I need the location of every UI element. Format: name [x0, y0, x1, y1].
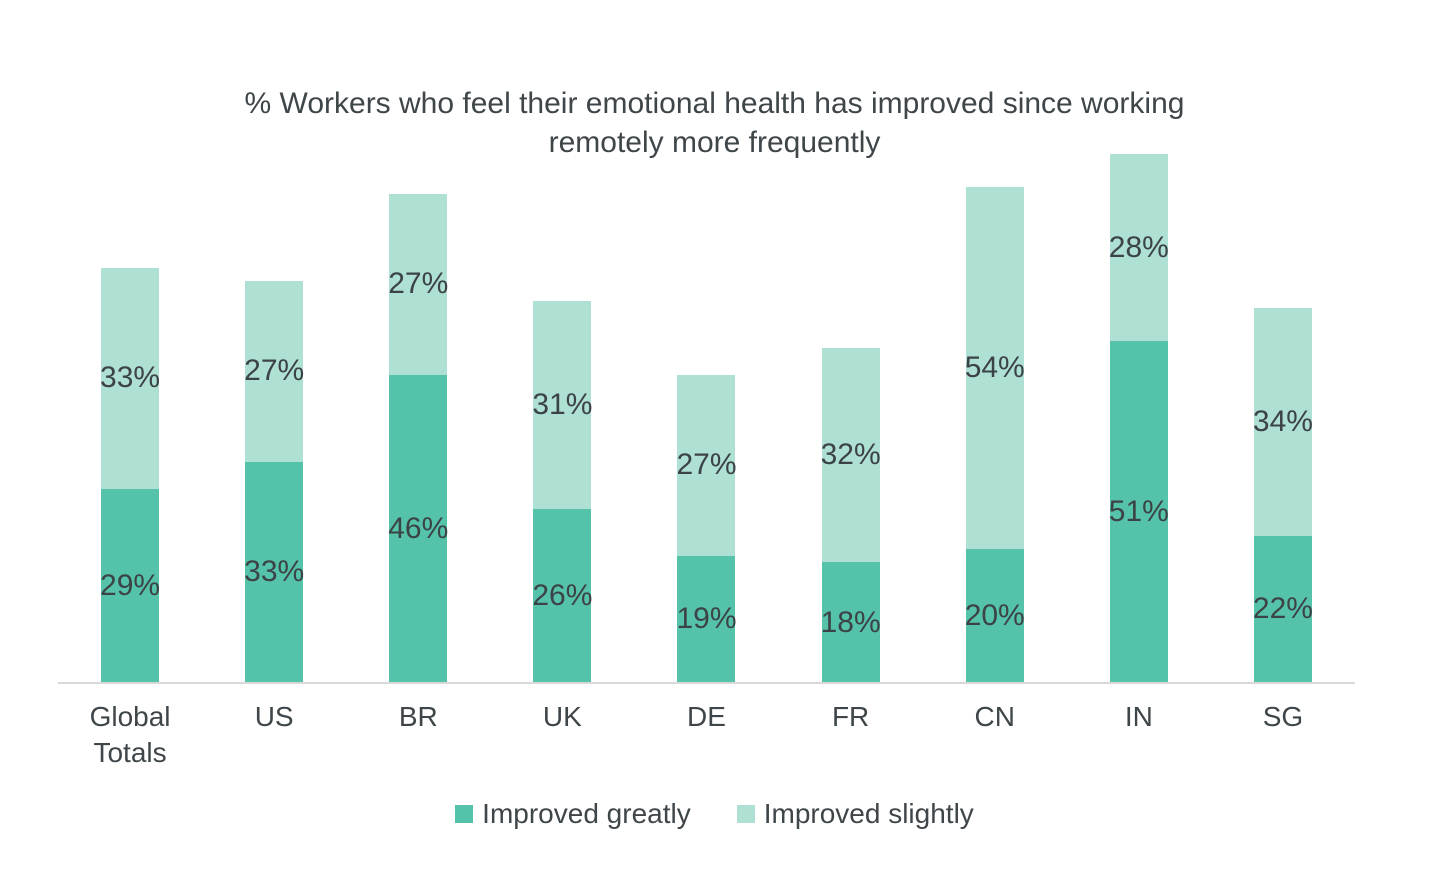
bar-us: 27% 33% — [244, 281, 305, 683]
segment-improved-slightly: 27% — [244, 281, 305, 462]
segment-value-label: 26% — [532, 578, 593, 612]
legend-item-improved-greatly: Improved greatly — [455, 798, 691, 830]
segment-improved-greatly: 22% — [1252, 535, 1313, 683]
x-axis-label-de: DE — [687, 701, 726, 732]
segment-value-label: 19% — [676, 602, 737, 636]
x-axis-label-in: IN — [1124, 701, 1153, 732]
chart-title-line-2: remotely more frequently — [548, 126, 881, 159]
segment-improved-greatly: 26% — [532, 508, 593, 683]
segment-improved-greatly: 29% — [100, 488, 161, 683]
x-axis-line — [58, 682, 1355, 684]
bar-slot-cn: 54% 20% — [923, 187, 1067, 683]
segment-value-label: 27% — [244, 354, 305, 388]
bar-slot-uk: 31% 26% — [490, 301, 634, 683]
segment-value-label: 31% — [532, 387, 593, 421]
segment-improved-slightly: 34% — [1252, 307, 1313, 536]
segment-value-label: 22% — [1252, 592, 1313, 626]
segment-value-label: 27% — [676, 448, 737, 482]
x-axis-label-cn: CN — [974, 701, 1015, 732]
segment-improved-slightly: 54% — [964, 187, 1025, 549]
x-axis-label-sg: SG — [1262, 701, 1304, 732]
segment-value-label: 27% — [388, 267, 449, 301]
chart-title-line-1: % Workers who feel their emotional healt… — [244, 87, 1185, 120]
segment-improved-greatly: 18% — [820, 562, 881, 683]
segment-value-label: 28% — [1108, 230, 1169, 264]
segment-improved-greatly: 51% — [1108, 341, 1169, 683]
bar-slot-sg: 34% 22% — [1211, 307, 1355, 683]
segment-value-label: 18% — [820, 605, 881, 639]
chart-title: % Workers who feel their emotional healt… — [0, 84, 1429, 162]
segment-value-label: 32% — [820, 438, 881, 472]
segment-value-label: 33% — [244, 555, 305, 589]
bar-in: 28% 51% — [1108, 153, 1169, 683]
segment-value-label: 29% — [100, 568, 161, 602]
segment-value-label: 51% — [1108, 495, 1169, 529]
segment-improved-slightly: 28% — [1108, 153, 1169, 342]
bar-fr: 32% 18% — [820, 348, 881, 683]
legend-label-improved-slightly: Improved slightly — [763, 798, 974, 829]
x-axis-label-global-totals: Global Totals — [89, 701, 171, 768]
segment-value-label: 54% — [964, 351, 1025, 385]
bar-uk: 31% 26% — [532, 301, 593, 683]
segment-value-label: 46% — [388, 511, 449, 545]
segment-value-label: 33% — [100, 361, 161, 395]
legend-swatch-improved-greatly — [455, 805, 474, 823]
segment-improved-slightly: 33% — [100, 267, 161, 489]
bar-slot-de: 27% 19% — [634, 374, 778, 683]
segment-value-label: 20% — [964, 599, 1025, 632]
bar-br: 27% 46% — [388, 193, 449, 683]
segment-improved-greatly: 19% — [676, 555, 737, 683]
legend: Improved greatly Improved slightly — [0, 798, 1429, 830]
segment-improved-slightly: 32% — [820, 348, 881, 563]
segment-improved-slightly: 27% — [676, 374, 737, 556]
bar-slot-br: 27% 46% — [346, 193, 490, 683]
segment-improved-slightly: 31% — [532, 301, 593, 509]
bar-slot-fr: 32% 18% — [779, 348, 923, 683]
bar-cn: 54% 20% — [964, 187, 1025, 683]
x-axis-labels: Global Totals US BR UK DE FR CN IN SG — [58, 699, 1355, 771]
segment-improved-greatly: 20% — [964, 549, 1025, 683]
bar-de: 27% 19% — [676, 374, 737, 683]
segment-improved-greatly: 33% — [244, 461, 305, 683]
bar-slot-in: 28% 51% — [1067, 153, 1211, 683]
x-axis-label-br: BR — [398, 701, 438, 732]
legend-label-improved-greatly: Improved greatly — [482, 798, 691, 829]
bar-slot-global-totals: 33% 29% — [58, 267, 202, 683]
legend-item-improved-slightly: Improved slightly — [736, 798, 974, 830]
segment-value-label: 34% — [1252, 404, 1313, 438]
x-axis-label-fr: FR — [831, 701, 870, 732]
bar-sg: 34% 22% — [1252, 307, 1313, 683]
x-axis-label-us: US — [254, 701, 294, 732]
segment-improved-greatly: 46% — [388, 374, 449, 683]
segment-improved-slightly: 27% — [388, 193, 449, 375]
plot-area: 33% 29% 27% 33% 27% 46% 31% 26% 27% 19% 32% 18% 54% 2… — [58, 0, 1355, 683]
legend-swatch-improved-slightly — [736, 805, 755, 823]
x-axis-label-uk: UK — [542, 701, 582, 732]
bar-slot-us: 27% 33% — [202, 281, 346, 683]
bars-group: 33% 29% 27% 33% 27% 46% 31% 26% 27% 19% 32% 18% 54% 2… — [58, 0, 1355, 683]
bar-global-totals: 33% 29% — [100, 267, 161, 683]
